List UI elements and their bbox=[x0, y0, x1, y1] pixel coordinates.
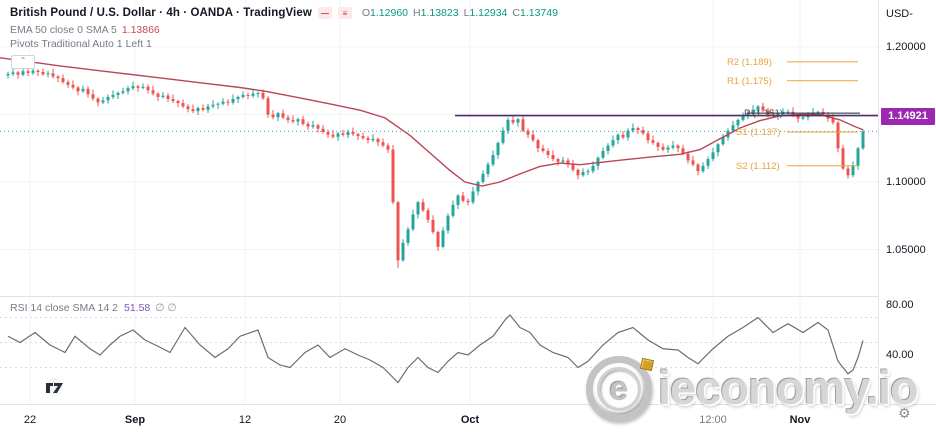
high-key: H bbox=[413, 7, 421, 19]
rsi-legend-value: 51.58 bbox=[123, 302, 151, 314]
time-tick: Sep bbox=[124, 414, 146, 426]
open-key: O bbox=[361, 7, 371, 19]
tradingview-logo-icon[interactable] bbox=[40, 378, 70, 396]
time-axis[interactable]: 22 Sep 12 20 Oct 12:00 Nov bbox=[0, 404, 936, 432]
last-price-flag: 1.14921 bbox=[881, 107, 935, 125]
price-tick: 1.10000 bbox=[886, 176, 926, 188]
pivots-legend-label: Pivots Traditional Auto 1 Left 1 bbox=[10, 38, 152, 50]
indicator-menu-icon[interactable]: ≡ bbox=[337, 7, 352, 19]
rsi-legend[interactable]: RSI 14 close SMA 14 2 51.58 ∅ ∅ bbox=[10, 302, 176, 314]
rsi-legend-label: RSI 14 close SMA 14 2 bbox=[10, 302, 118, 314]
pivots-legend[interactable]: Pivots Traditional Auto 1 Left 1 bbox=[10, 38, 152, 50]
minimize-indicator-icon[interactable]: — bbox=[317, 7, 332, 19]
collapse-indicators-button[interactable]: ⌃ bbox=[11, 55, 35, 69]
price-tick: 1.20000 bbox=[886, 41, 926, 53]
rsi-legend-extra: ∅ ∅ bbox=[155, 302, 177, 314]
pivot-label: R1 (1.175) bbox=[727, 76, 772, 87]
high-value: 1.13823 bbox=[420, 7, 459, 19]
open-value: 1.12960 bbox=[370, 7, 409, 19]
ema-legend[interactable]: EMA 50 close 0 SMA 5 1.13866 bbox=[10, 24, 160, 36]
chart-header: British Pound / U.S. Dollar · 4h · OANDA… bbox=[10, 7, 563, 19]
close-key: C bbox=[512, 7, 520, 19]
close-value: 1.13749 bbox=[519, 7, 558, 19]
rsi-tick: 40.00 bbox=[886, 349, 914, 361]
ema-legend-label: EMA 50 close 0 SMA 5 bbox=[10, 24, 117, 36]
rsi-tick: 80.00 bbox=[886, 299, 914, 311]
time-tick: 20 bbox=[333, 414, 347, 426]
time-tick: 12:00 bbox=[699, 414, 727, 426]
time-tick: 12 bbox=[238, 414, 252, 426]
time-tick: Oct bbox=[460, 414, 480, 426]
ema50-line bbox=[0, 57, 864, 187]
price-tick: 1.05000 bbox=[886, 243, 926, 256]
rsi-line bbox=[7, 314, 864, 384]
pivot-label: S1 (1.137) bbox=[736, 127, 780, 138]
time-tick: Nov bbox=[789, 414, 811, 426]
low-value: 1.12934 bbox=[469, 7, 508, 19]
axis-settings-gear-icon[interactable]: ⚙ bbox=[898, 405, 911, 421]
ohlc-values: O1.12960 H1.13823 L1.12934 C1.13749 bbox=[362, 7, 563, 19]
price-axis[interactable]: USD- 1.20000 1.10000 1.05000 80.00 40.00… bbox=[878, 0, 936, 404]
pivot-label: P (1.151) bbox=[744, 108, 783, 119]
symbol-title[interactable]: British Pound / U.S. Dollar · 4h · OANDA… bbox=[10, 7, 312, 19]
pivot-label: S2 (1.112) bbox=[736, 161, 780, 172]
pivot-label: R2 (1.189) bbox=[727, 57, 772, 68]
ema-legend-value: 1.13866 bbox=[121, 24, 160, 36]
low-key: L bbox=[463, 7, 470, 19]
time-tick: 22 bbox=[23, 414, 37, 426]
currency-label: USD- bbox=[886, 8, 913, 20]
